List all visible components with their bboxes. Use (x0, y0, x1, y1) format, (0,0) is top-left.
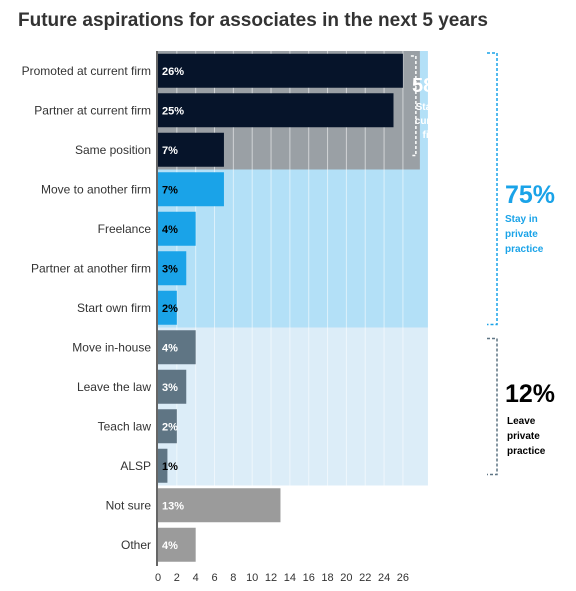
bar-value-label-9: 2% (162, 421, 178, 433)
bar-value-label-2: 7% (162, 145, 178, 157)
chart-title: Future aspirations for associates in the… (18, 10, 488, 31)
x-tick-label-0: 0 (155, 572, 161, 584)
bar-value-label-4: 4% (162, 224, 178, 236)
stay-current-label-line-1: Stay at (416, 102, 449, 113)
x-tick-label-4: 4 (193, 572, 199, 584)
leave-practice-bracket (487, 337, 498, 476)
x-tick-label-26: 26 (397, 572, 409, 584)
x-tick-label-24: 24 (378, 572, 390, 584)
bar-10 (158, 448, 168, 483)
bar-2 (158, 132, 224, 167)
bar-value-label-7: 4% (162, 342, 178, 354)
category-label-1: Partner at current firm (34, 103, 151, 117)
private-practice-label-line-2: private (505, 229, 538, 240)
category-label-7: Move in-house (72, 340, 151, 354)
bar-8 (158, 369, 187, 404)
category-label-0: Promoted at current firm (22, 64, 151, 78)
leave-practice-percentage: 12% (505, 380, 555, 408)
category-label-11: Not sure (106, 498, 152, 512)
private-practice-percentage: 75% (505, 181, 555, 209)
private-practice-label-line-3: practice (505, 244, 544, 255)
leave-practice-label-line-2: private (507, 431, 540, 442)
category-label-3: Move to another firm (41, 182, 151, 196)
bar-value-label-6: 2% (162, 303, 178, 315)
leave-practice-label-line-1: Leave (507, 416, 536, 427)
bar-1 (158, 93, 394, 128)
bar-value-label-0: 26% (162, 66, 184, 78)
category-label-10: ALSP (120, 459, 151, 473)
bar-4 (158, 211, 196, 246)
x-tick-label-2: 2 (174, 572, 180, 584)
category-label-6: Start own firm (77, 301, 151, 315)
bar-value-label-5: 3% (162, 263, 178, 275)
bar-0 (158, 53, 403, 88)
stay-current-bracket (410, 55, 417, 157)
bar-value-label-12: 4% (162, 540, 178, 552)
stay-current-label-line-2: current (415, 116, 450, 127)
bar-5 (158, 251, 187, 286)
bar-value-label-1: 25% (162, 105, 184, 117)
private-practice-label-line-1: Stay in (505, 214, 538, 225)
bar-9 (158, 409, 177, 444)
x-tick-label-12: 12 (265, 572, 277, 584)
bar-12 (158, 527, 196, 562)
category-label-12: Other (121, 538, 151, 552)
bar-3 (158, 172, 224, 207)
category-label-5: Partner at another firm (31, 261, 151, 275)
category-label-8: Leave the law (77, 380, 151, 394)
bar-value-label-11: 13% (162, 500, 184, 512)
category-label-2: Same position (75, 143, 151, 157)
x-tick-label-6: 6 (211, 572, 217, 584)
bar-7 (158, 330, 196, 365)
x-tick-label-10: 10 (246, 572, 258, 584)
x-tick-label-8: 8 (230, 572, 236, 584)
x-tick-label-20: 20 (340, 572, 352, 584)
x-tick-label-22: 22 (359, 572, 371, 584)
bar-value-label-8: 3% (162, 382, 178, 394)
bar-11 (158, 488, 281, 523)
bar-value-label-10: 1% (162, 461, 178, 473)
leave-practice-group-background (158, 327, 428, 486)
x-tick-label-16: 16 (303, 572, 315, 584)
leave-practice-label-line-3: practice (507, 446, 546, 457)
bar-6 (158, 290, 177, 325)
stay-current-percentage: 58% (412, 75, 452, 97)
private-practice-bracket (487, 52, 498, 326)
category-label-9: Teach law (98, 419, 152, 433)
x-tick-label-14: 14 (284, 572, 296, 584)
bar-value-label-3: 7% (162, 184, 178, 196)
x-tick-label-18: 18 (321, 572, 333, 584)
stay-current-label-line-3: firm (423, 130, 442, 141)
category-label-4: Freelance (98, 222, 152, 236)
